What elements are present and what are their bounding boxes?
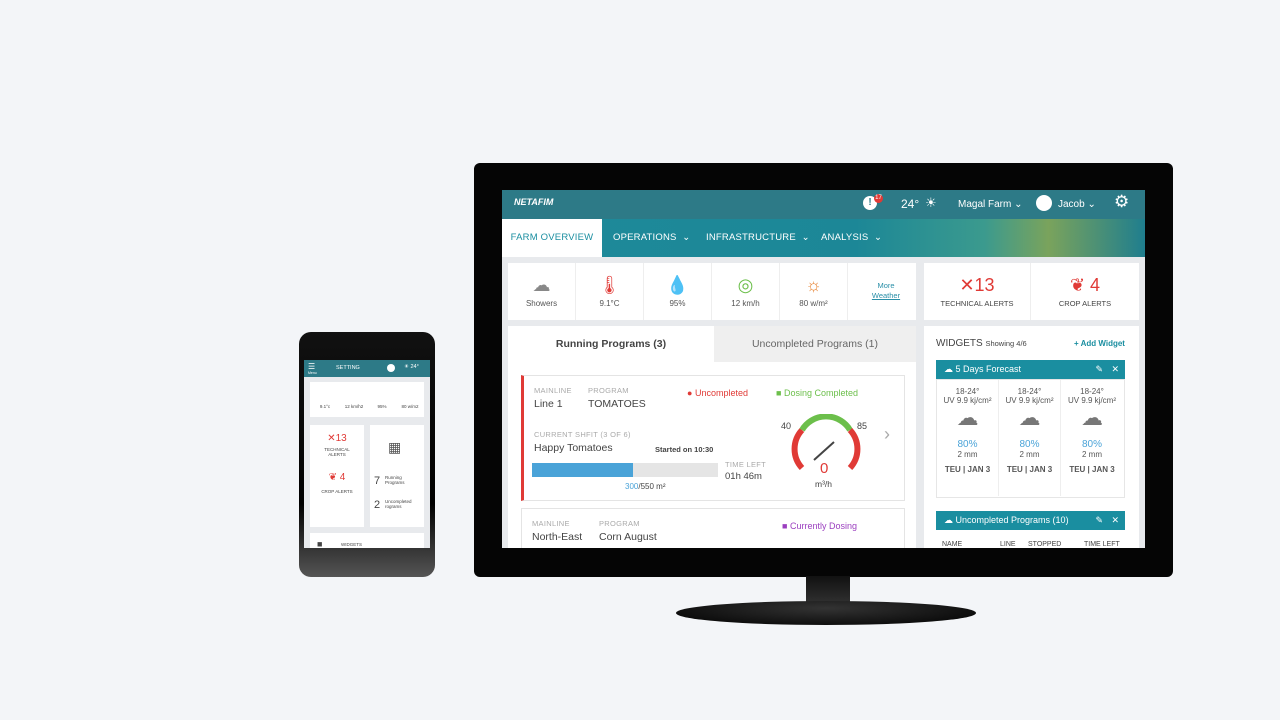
settings-gear-icon[interactable]: ⚙	[1114, 192, 1130, 211]
column-header: LINE	[1000, 541, 1016, 548]
weather-temperature: 🌡 9.1°C	[576, 263, 644, 320]
close-icon[interactable]: ✕	[1111, 364, 1119, 374]
edit-icon[interactable]: ✎	[1095, 364, 1103, 374]
program-card[interactable]: MAINLINE Line 1 PROGRAM TOMATOES ● Uncom…	[521, 375, 905, 501]
farm-selector[interactable]: Magal Farm ⌄	[958, 199, 1023, 210]
tab-analysis[interactable]: ANALYSIS ⌄	[821, 232, 883, 243]
column-header: TIME LEFT	[1084, 541, 1120, 548]
dosing-icon: ■	[782, 521, 788, 531]
close-icon[interactable]: ✕	[1111, 515, 1119, 525]
column-header: STOPPED	[1028, 541, 1062, 548]
tab-running-programs[interactable]: Running Programs (3)	[555, 338, 667, 350]
mobile-temperature: ☀ 24°	[404, 364, 419, 370]
temperature: 24°	[901, 197, 920, 211]
tab-farm-overview[interactable]: FARM OVERVIEW	[502, 219, 602, 257]
showers-icon: ☁	[532, 275, 551, 295]
gauge-min: 40	[781, 421, 792, 431]
user-menu[interactable]: Jacob ⌄	[1058, 199, 1096, 210]
programs-panel: Running Programs (3) Uncompleted Program…	[508, 326, 916, 548]
alert-icon[interactable]: !	[863, 196, 877, 210]
alerts-card: ✕13 TECHNICAL ALERTS ❦ 4 CROP ALERTS	[924, 263, 1139, 320]
weather-radiation: ☼ 80 w/m²	[780, 263, 848, 320]
thermometer-icon: 🌡	[598, 275, 621, 295]
humidity-drop-icon: 💧	[666, 275, 689, 295]
tab-uncompleted-programs[interactable]: Uncompleted Programs (1)	[714, 326, 916, 362]
widgets-icon: ■	[317, 539, 323, 548]
widgets-title: WIDGETS Showing 4/6	[936, 338, 1027, 349]
gauge-unit: m³/h	[815, 479, 832, 489]
leaf-icon: ❦	[1069, 275, 1086, 295]
error-icon: ●	[687, 388, 693, 398]
wind-compass-icon: ◎	[737, 275, 754, 295]
weather-strip: ☁ Showers 🌡 9.1°C 💧 95% ◎ 12 km/h ☼ 80 w/m² M…	[508, 263, 916, 320]
mobile-alerts[interactable]: ✕13 TECHNICAL ALERTS ❦ 4 CROP ALERTS	[310, 425, 364, 527]
sun-icon: ☀	[925, 195, 937, 210]
monitor-stand-base	[676, 601, 976, 625]
more-weather-link[interactable]: More Weather	[871, 281, 901, 300]
tools-icon: ✕	[959, 275, 975, 295]
main-nav: FARM OVERVIEW OPERATIONS ⌄ INFRASTRUCTUR…	[502, 219, 1145, 257]
gauge-value: 0	[820, 460, 829, 477]
currently-dosing-status: ■ Currently Dosing	[782, 521, 857, 531]
netafim-logo: NETAFIM	[514, 197, 554, 207]
forecast-day: 18-24° UV 9.9 kj/cm² ☁ 80% 2 mm TEU | JAN 3	[999, 380, 1061, 496]
uncompleted-status: ● Uncompleted	[687, 388, 748, 398]
forecast-widget: 18-24° UV 9.9 kj/cm² ☁ 80% 2 mm TEU | JAN 3 1…	[936, 379, 1125, 498]
forecast-day: 18-24° UV 9.9 kj/cm² ☁ 80% 2 mm TEU | JAN 3	[937, 380, 999, 496]
mobile-top-bar: ☰ Menu SETTING ☀ 24°	[304, 360, 430, 377]
forecast-widget-header: ☁ 5 Days Forecast ✎ ✕	[936, 360, 1125, 379]
showers-icon: ☁	[956, 405, 979, 430]
alert-icon[interactable]	[387, 364, 395, 372]
crop-alerts[interactable]: ❦ 4 CROP ALERTS	[1058, 275, 1112, 308]
showers-icon: ☁	[1081, 405, 1103, 430]
tab-operations[interactable]: OPERATIONS ⌄	[613, 232, 691, 243]
weather-humidity: 💧 95%	[644, 263, 712, 320]
calendar-icon: ▦	[388, 439, 402, 455]
uncompleted-widget-header: ☁ Uncompleted Programs (10) ✎ ✕	[936, 511, 1125, 530]
tab-infrastructure[interactable]: INFRASTRUCTURE ⌄	[706, 232, 810, 243]
area-progress-bar	[532, 463, 718, 477]
widgets-panel: WIDGETS Showing 4/6 + Add Widget ☁ 5 Day…	[924, 326, 1139, 548]
mobile-weather: 9.1°c 12 km/h2 95% 80 w/m2	[310, 382, 424, 417]
forecast-day: 18-24° UV 9.9 kj/cm² ☁ 80% 2 mm TEU | JAN 3	[1061, 380, 1123, 474]
add-widget-button[interactable]: + Add Widget	[1074, 339, 1125, 348]
mobile-dashboard: ☰ Menu SETTING ☀ 24° 9.1°c 12 km/h2 95% …	[304, 360, 430, 548]
column-header: NAME	[942, 541, 963, 548]
top-bar: NETAFIM ! 17 24° ☀ Magal Farm ⌄ Jacob ⌄ …	[502, 190, 1145, 219]
gauge-max: 85	[857, 421, 868, 431]
notification-badge: 17	[874, 194, 883, 203]
desktop-dashboard: NETAFIM ! 17 24° ☀ Magal Farm ⌄ Jacob ⌄ …	[502, 190, 1145, 548]
dosing-icon: ■	[776, 388, 782, 398]
mobile-widgets[interactable]: ■ WIDGETS	[310, 533, 424, 548]
gauge-needle	[813, 441, 835, 461]
radiation-sun-icon: ☼	[805, 275, 822, 295]
menu-icon[interactable]: ☰	[308, 362, 316, 371]
edit-icon[interactable]: ✎	[1095, 515, 1103, 525]
program-card[interactable]: MAINLINE North-East PROGRAM Corn August …	[521, 508, 905, 548]
mobile-title: SETTING	[336, 365, 360, 371]
chevron-right-icon[interactable]: ›	[884, 424, 890, 444]
progress-label: 300/550 m²	[625, 482, 666, 491]
mobile-programs[interactable]: ▦ 7 Running Programs 2 Uncompleted rogra…	[370, 425, 424, 527]
weather-showers: ☁ Showers	[508, 263, 576, 320]
weather-wind: ◎ 12 km/h	[712, 263, 780, 320]
showers-icon: ☁	[1018, 405, 1041, 430]
dosing-completed-status: ■ Dosing Completed	[776, 388, 858, 398]
user-avatar-icon[interactable]	[1036, 195, 1052, 211]
flow-gauge	[791, 414, 861, 471]
technical-alerts[interactable]: ✕13 TECHNICAL ALERTS	[924, 263, 1031, 320]
